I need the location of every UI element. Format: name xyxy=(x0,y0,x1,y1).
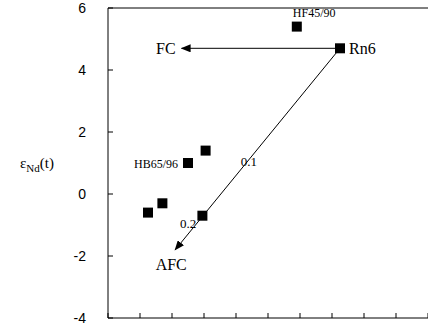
y-tick-label: 2 xyxy=(78,124,86,140)
arrow xyxy=(175,48,340,250)
y-tick-label: 0 xyxy=(78,186,86,202)
x-tick xyxy=(364,313,365,318)
y-tick xyxy=(108,8,113,9)
point-label: HF45/90 xyxy=(293,6,336,20)
x-tick xyxy=(300,313,301,318)
x-tick xyxy=(236,313,237,318)
point-label: HB65/96 xyxy=(134,157,178,171)
chart-container: -4 -2 0 2 4 6 εNd(t) Rn6 HF45/90 HB65/96 FC AFC 0.1 0… xyxy=(0,0,428,328)
top-frame-line xyxy=(108,8,428,9)
x-tick xyxy=(172,313,173,318)
y-tick-label: 6 xyxy=(78,0,86,16)
x-tick xyxy=(268,313,269,318)
x-tick xyxy=(108,313,109,318)
x-tick xyxy=(332,313,333,318)
point xyxy=(157,198,167,208)
y-tick xyxy=(108,256,113,257)
x-tick xyxy=(396,313,397,318)
point xyxy=(201,146,211,156)
annotation: 0.2 xyxy=(180,216,196,231)
y-tick-label: 4 xyxy=(78,62,86,78)
y-axis-line xyxy=(108,8,109,318)
arrow-label: FC xyxy=(156,40,176,57)
arrow-label: AFC xyxy=(156,256,187,273)
annotation: 0.1 xyxy=(241,154,257,169)
chart-svg: -4 -2 0 2 4 6 εNd(t) Rn6 HF45/90 HB65/96 FC AFC 0.1 0… xyxy=(0,0,428,328)
y-tick xyxy=(108,70,113,71)
x-tick xyxy=(204,313,205,318)
x-tick xyxy=(140,313,141,318)
point xyxy=(197,211,207,221)
y-tick-label: -4 xyxy=(74,310,87,326)
point xyxy=(143,208,153,218)
y-tick-label: -2 xyxy=(74,248,87,264)
arrow xyxy=(182,48,340,49)
y-axis-label: εNd(t) xyxy=(20,155,54,174)
point xyxy=(292,22,302,32)
point xyxy=(183,158,193,168)
y-tick xyxy=(108,318,113,319)
plot-area xyxy=(143,22,345,250)
y-tick xyxy=(108,132,113,133)
point xyxy=(335,43,345,53)
point-label: Rn6 xyxy=(349,40,376,57)
y-tick xyxy=(108,194,113,195)
